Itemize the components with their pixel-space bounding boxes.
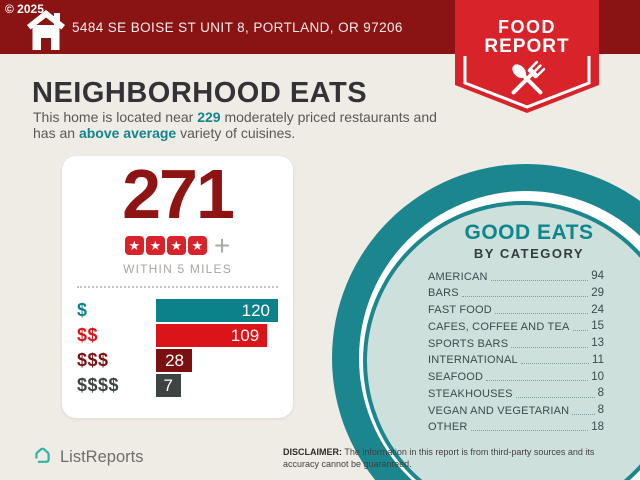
listreports-wordmark: ListReports <box>60 447 144 466</box>
dot-leader <box>515 396 595 398</box>
good-eats-heading: GOOD EATS BY CATEGORY <box>441 221 617 261</box>
star-icon: ★ <box>187 236 207 255</box>
category-label: STEAKHOUSES <box>428 387 513 400</box>
dot-leader <box>520 363 590 365</box>
dot-leader <box>511 346 589 348</box>
food-report-badge: FOOD REPORT <box>455 0 599 116</box>
disclaimer-label: DISCLAIMER: <box>283 447 342 457</box>
category-label: FAST FOOD <box>428 304 492 316</box>
category-row: FAST FOOD 24 <box>428 303 604 317</box>
category-count: 29 <box>591 286 604 299</box>
dot-leader <box>572 413 595 415</box>
total-restaurants: 271 <box>122 155 235 233</box>
category-row: BARS 29 <box>428 286 604 300</box>
price-label: $$$$ <box>77 375 120 395</box>
category-label: SEAFOOD <box>428 371 484 383</box>
intro-line2: has an above average variety of cuisines… <box>33 124 296 141</box>
badge-title-line1: FOOD <box>498 17 556 37</box>
category-count: 18 <box>591 420 604 433</box>
category-label: AMERICAN <box>428 270 488 283</box>
star-icon: ★ <box>124 236 144 255</box>
category-row: AMERICAN 94 <box>428 270 604 283</box>
category-count: 11 <box>592 353 604 366</box>
price-bar-row: $$$$ 7 <box>77 374 278 397</box>
category-row: OTHER 18 <box>428 420 604 434</box>
category-row: SEAFOOD 10 <box>428 370 604 384</box>
category-label: SPORTS BARS <box>428 337 509 350</box>
price-bar: 120 <box>155 299 278 322</box>
circle-interior <box>363 201 640 480</box>
property-address: 5484 SE BOISE ST UNIT 8, PORTLAND, OR 97… <box>72 20 403 35</box>
category-count: 24 <box>591 303 604 316</box>
dot-leader <box>461 296 589 298</box>
category-row: STEAKHOUSES 8 <box>428 388 604 400</box>
plus-sign: + <box>213 230 231 261</box>
category-row: SPORTS BARS 13 <box>428 337 604 350</box>
category-row: VEGAN AND VEGETARIAN 8 <box>428 404 604 417</box>
dotted-divider <box>77 286 278 288</box>
star-icon: ★ <box>166 236 186 255</box>
disclaimer: DISCLAIMER: The information in this repo… <box>283 447 595 469</box>
category-row: INTERNATIONAL 11 <box>428 353 604 367</box>
dot-leader <box>572 329 589 331</box>
category-count: 10 <box>591 370 604 383</box>
dot-leader <box>470 430 589 432</box>
variety-highlight: above average <box>78 124 177 141</box>
radius-label: WITHIN 5 MILES <box>123 262 232 276</box>
house-icon <box>27 10 65 55</box>
star-icon: ★ <box>145 236 165 255</box>
price-bar: 28 <box>156 349 192 372</box>
price-label: $$ <box>77 325 99 345</box>
price-bar-row: $120 <box>77 299 278 322</box>
category-count: 13 <box>591 337 604 349</box>
category-count: 94 <box>591 270 604 282</box>
category-label: VEGAN AND VEGETARIAN <box>428 404 570 417</box>
dot-leader <box>486 380 589 381</box>
star-rating: ★ ★ ★ ★ + <box>62 230 293 261</box>
good-eats-list: AMERICAN 94 BARS 29 FAST FOOD 24 CAFES, COFFEE… <box>428 270 604 434</box>
intro-text: This home is located near 229 moderately… <box>33 109 513 141</box>
price-bar: 109 <box>156 324 268 347</box>
price-label: $$$ <box>77 350 109 370</box>
restaurant-count: 229 <box>197 109 221 125</box>
dot-leader <box>490 279 589 281</box>
category-label: INTERNATIONAL <box>428 354 518 367</box>
category-count: 15 <box>591 320 604 333</box>
badge-title-line2: REPORT <box>484 36 570 57</box>
ribbon-shape <box>455 0 599 113</box>
copyright-text: © 2025 <box>5 2 44 16</box>
price-bar-chart: $120 $$ 109 $$$ 28 $$$$ 7 <box>77 299 278 397</box>
good-eats-panel: GOOD EATS BY CATEGORY AMERICAN 94 BARS 29 FA… <box>428 222 604 439</box>
listreports-logo: ListReports <box>32 444 143 470</box>
good-eats-subtitle: BY CATEGORY <box>473 246 585 261</box>
category-label: BARS <box>428 287 459 300</box>
category-row: CAFES, COFFEE AND TEA 15 <box>428 321 604 333</box>
crossed-utensils-icon <box>505 56 549 107</box>
dot-leader <box>494 313 589 314</box>
stats-card: 271 ★ ★ ★ ★ + WITHIN 5 MILES $120 $$ 109 $$$ 28… <box>62 156 293 418</box>
price-label: $ <box>77 300 88 320</box>
good-eats-title: GOOD EATS <box>464 221 594 244</box>
price-bar: 7 <box>156 374 181 397</box>
price-bar-row: $$ 109 <box>77 324 278 347</box>
category-count: 8 <box>597 404 604 416</box>
price-bar-row: $$$ 28 <box>77 349 278 372</box>
intro-line1: This home is located near 229 moderately… <box>33 109 437 125</box>
category-count: 8 <box>597 387 604 400</box>
star-icons: ★ ★ ★ ★ <box>124 236 207 255</box>
listreports-house-icon <box>32 444 53 470</box>
page-title: NEIGHBORHOOD EATS <box>32 77 368 109</box>
category-label: CAFES, COFFEE AND TEA <box>428 320 570 333</box>
category-label: OTHER <box>428 421 468 434</box>
